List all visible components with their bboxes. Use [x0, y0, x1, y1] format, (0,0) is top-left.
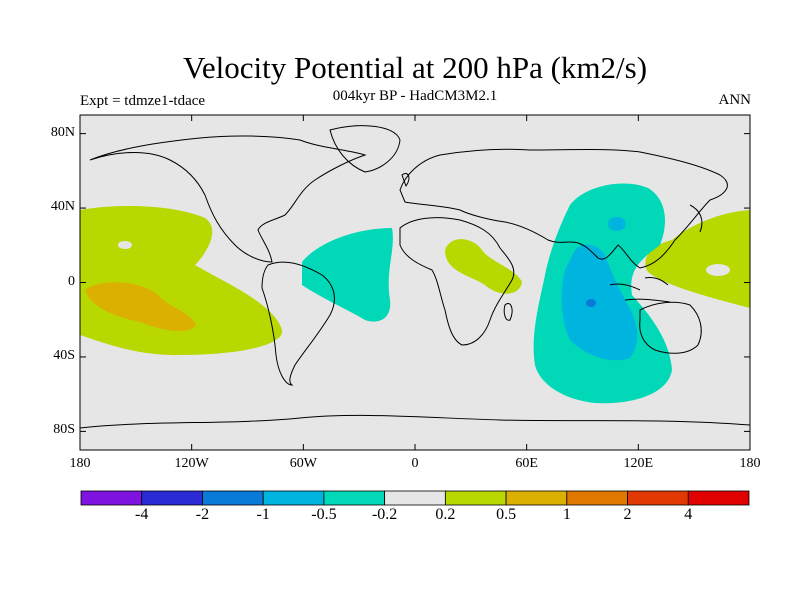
lat-label: 0 [68, 273, 75, 289]
map-subtitle: 004kyr BP - HadCM3M2.1 [332, 88, 498, 104]
lat-label: 40N [50, 199, 75, 215]
colorbar-label: -0.5 [311, 506, 337, 523]
experiment-label: Expt = tdmze1-tdace [80, 93, 206, 109]
colorbar-swatch [444, 490, 507, 506]
coast-maritime-islands [609, 277, 671, 303]
colorbar-swatch [262, 490, 325, 506]
season-label: ANN [718, 92, 752, 108]
colorbar-swatch [80, 490, 143, 506]
lon-label: 180 [739, 456, 761, 471]
lat-label: 80S [53, 422, 75, 438]
colorbar-swatch [384, 490, 446, 506]
coast-madagascar [503, 303, 513, 321]
colorbar-label: -1 [256, 506, 270, 523]
contour-strong-positive-pacific [85, 282, 196, 332]
contour-hole-west-pacific [706, 264, 730, 276]
colorbar-swatch [505, 490, 568, 506]
colorbar-label: 4 [684, 506, 693, 523]
coast-greenland [329, 125, 401, 173]
map-title: Velocity Potential at 200 hPa (km2/s) [182, 50, 648, 85]
colorbar-label: 0.5 [496, 506, 517, 523]
coastlines [80, 125, 750, 429]
lon-label: 60E [515, 456, 538, 471]
colorbar [80, 490, 750, 506]
lon-label: 0 [411, 456, 419, 471]
contour-core-indian [586, 299, 596, 307]
colorbar-swatch [202, 490, 264, 506]
map-ticks [79, 115, 751, 450]
coast-australia [639, 301, 702, 354]
coast-eurasia [399, 148, 728, 269]
colorbar-swatch [566, 490, 628, 506]
lon-label: 120W [174, 456, 209, 471]
coast-japan [689, 204, 703, 233]
contour-strong-negative-north [608, 217, 626, 231]
colorbar-swatch [141, 490, 203, 506]
colorbar-swatch [323, 490, 386, 506]
lon-label: 60W [289, 456, 317, 471]
colorbar-swatch [687, 490, 750, 506]
coast-antarctica [80, 414, 750, 429]
coast-south-america [261, 261, 335, 386]
contour-negative-atlantic [302, 228, 393, 322]
contour-positive-africa [445, 239, 522, 294]
colorbar-label: -0.2 [371, 506, 398, 523]
colorbar-label: -4 [135, 506, 149, 523]
colorbar-swatch [627, 490, 689, 506]
lon-label: 180 [69, 456, 91, 471]
colorbar-label: 2 [623, 506, 632, 523]
lat-label: 80N [50, 124, 75, 140]
lat-label: 40S [53, 347, 75, 363]
contour-fields [80, 183, 750, 404]
colorbar-label: 1 [562, 506, 571, 523]
contour-hole-pacific [118, 241, 132, 249]
coast-africa [399, 217, 515, 346]
coast-uk [401, 172, 410, 188]
contour-strong-negative-indian [561, 244, 638, 361]
colorbar-label: 0.2 [435, 506, 456, 523]
coast-north-america [89, 135, 367, 263]
lon-label: 120E [623, 456, 654, 471]
colorbar-label: -2 [195, 506, 210, 523]
contour-positive-dateline-east [645, 210, 750, 308]
